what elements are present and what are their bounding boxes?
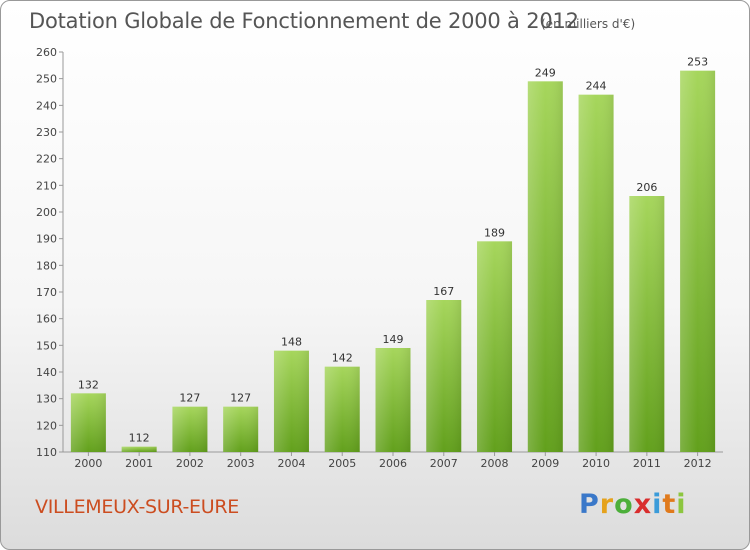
bar-shade xyxy=(578,94,614,453)
x-tick-label: 2006 xyxy=(379,457,407,470)
logo-letter: i xyxy=(676,489,687,520)
data-label: 112 xyxy=(129,432,150,445)
y-tick-label: 150 xyxy=(36,339,57,352)
logo-letter: t xyxy=(662,489,677,520)
chart-title: Dotation Globale de Fonctionnement de 20… xyxy=(29,9,579,33)
data-label: 244 xyxy=(586,80,607,93)
x-tick-label: 2008 xyxy=(481,457,509,470)
bar-shade xyxy=(223,406,259,452)
bar-shade xyxy=(629,196,665,452)
y-tick-label: 170 xyxy=(36,286,57,299)
x-tick-label: 2002 xyxy=(176,457,204,470)
y-tick-label: 160 xyxy=(36,313,57,326)
data-label: 142 xyxy=(332,352,353,365)
y-tick-label: 260 xyxy=(36,46,57,59)
y-tick-label: 230 xyxy=(36,126,57,139)
proxiti-logo: Proxiti xyxy=(579,489,687,520)
bar-shade xyxy=(172,406,208,452)
x-tick-label: 2012 xyxy=(684,457,712,470)
data-label: 127 xyxy=(230,392,251,405)
y-tick-label: 180 xyxy=(36,259,57,272)
bar-shade xyxy=(680,70,716,453)
bar-shade xyxy=(477,241,513,452)
y-tick-label: 240 xyxy=(36,99,57,112)
logo-letter: i xyxy=(652,489,663,520)
y-tick-label: 120 xyxy=(36,419,57,432)
data-label: 253 xyxy=(687,56,708,69)
commune-name: VILLEMEUX-SUR-EURE xyxy=(35,496,239,518)
logo-letter: x xyxy=(633,489,653,520)
bar-shade xyxy=(375,348,411,452)
y-tick-label: 140 xyxy=(36,366,57,379)
y-tick-label: 130 xyxy=(36,393,57,406)
axes: 110 120 130 140 150 160 170 180 190 200 210 220 230 2… xyxy=(36,46,723,470)
data-labels: 132 112 127 127 148 142 149 167 189 249 244 206 253 xyxy=(78,56,708,445)
data-label: 167 xyxy=(433,285,454,298)
y-tick-label: 220 xyxy=(36,153,57,166)
y-tick-label: 110 xyxy=(36,446,57,459)
x-tick-label: 2003 xyxy=(227,457,255,470)
x-tick-label: 2000 xyxy=(74,457,102,470)
x-tick-label: 2007 xyxy=(430,457,458,470)
x-tick-label: 2009 xyxy=(531,457,559,470)
bar-shade xyxy=(273,350,309,452)
data-label: 189 xyxy=(484,226,505,239)
bars xyxy=(70,70,716,453)
data-label: 206 xyxy=(636,181,657,194)
bar-shade xyxy=(426,300,462,452)
x-tick-label: 2010 xyxy=(582,457,610,470)
bar-shade xyxy=(527,81,563,452)
data-label: 148 xyxy=(281,336,302,349)
y-tick-label: 200 xyxy=(36,206,57,219)
bar-shade xyxy=(324,366,360,452)
bar-shade xyxy=(121,446,157,452)
data-label: 132 xyxy=(78,378,99,391)
logo-letter: o xyxy=(614,489,634,520)
x-tick-label: 2011 xyxy=(633,457,661,470)
y-tick-label: 250 xyxy=(36,73,57,86)
y-tick-label: 210 xyxy=(36,179,57,192)
x-tick-label: 2004 xyxy=(277,457,305,470)
x-tick-label: 2005 xyxy=(328,457,356,470)
unit-note: (en milliers d'€) xyxy=(541,17,636,31)
data-label: 149 xyxy=(383,333,404,346)
data-label: 127 xyxy=(179,392,200,405)
data-label: 249 xyxy=(535,66,556,79)
y-tick-label: 190 xyxy=(36,233,57,246)
logo-letter: r xyxy=(599,489,615,520)
logo-letter: P xyxy=(579,489,600,520)
x-tick-label: 2001 xyxy=(125,457,153,470)
bar-shade xyxy=(70,393,106,452)
